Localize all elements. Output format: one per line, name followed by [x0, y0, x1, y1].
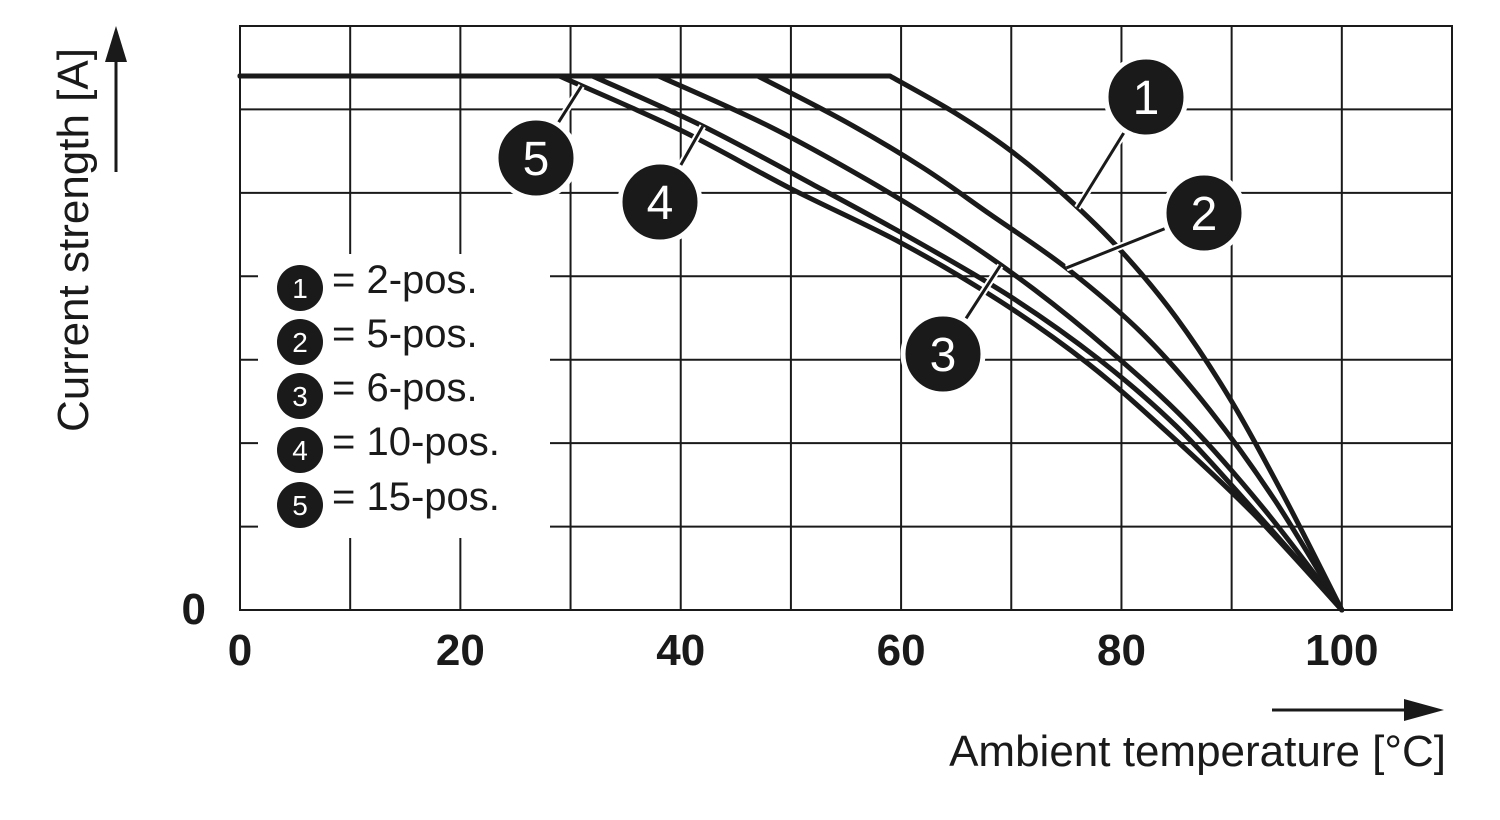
legend-marker [277, 265, 323, 311]
chart-callouts: 1 2 3 4 5 [493, 54, 1247, 397]
legend-marker-number: 3 [292, 381, 308, 412]
x-tick-label: 20 [436, 626, 485, 675]
callout-badge [1103, 54, 1189, 140]
plot-frame [239, 25, 1453, 611]
callout-badge-number: 1 [1133, 72, 1160, 125]
x-axis-arrow-head [1404, 699, 1444, 721]
series-line-4 [237, 73, 1345, 613]
legend-marker-number: 5 [292, 490, 308, 521]
x-tick-label: 0 [228, 626, 252, 675]
callout-badge [1161, 170, 1247, 256]
legend-marker [277, 373, 323, 419]
x-tick-label: 80 [1097, 626, 1146, 675]
legend-marker-number: 1 [292, 273, 308, 304]
x-tick-label: 100 [1305, 626, 1378, 675]
legend-marker-number: 2 [292, 327, 308, 358]
y-axis-title-group: Current strength [A] [49, 26, 127, 432]
legend-label: = 2-pos. [332, 258, 478, 302]
callout-1: 1 [1074, 54, 1189, 210]
series-line-3 [237, 73, 1345, 613]
legend-item-2: 2 = 5-pos. [277, 312, 478, 365]
legend-marker [277, 319, 323, 365]
callout-2: 2 [1065, 170, 1247, 272]
legend-label: = 10-pos. [332, 420, 500, 464]
callout-badge-number: 4 [647, 177, 674, 230]
x-tick-label: 40 [656, 626, 705, 675]
legend-marker-number: 4 [292, 435, 308, 466]
series-line-1 [237, 73, 1345, 613]
y-axis-arrow-head [105, 26, 127, 62]
callout-3: 3 [900, 263, 1004, 397]
legend-label: = 6-pos. [332, 366, 478, 410]
x-axis-title-group: Ambient temperature [°C] [949, 699, 1446, 776]
callout-5: 5 [493, 84, 585, 201]
callout-badge [900, 311, 986, 397]
chart-tick-labels: 0 20 40 60 80 100 0 [182, 585, 1379, 675]
chart-curves [237, 73, 1345, 613]
x-tick-label: 60 [877, 626, 926, 675]
legend-marker [277, 482, 323, 528]
legend-item-4: 4 = 10-pos. [277, 420, 500, 473]
callout-badge [617, 159, 703, 245]
legend-label: = 15-pos. [332, 475, 500, 519]
callout-badge-number: 5 [523, 133, 550, 186]
x-axis-title: Ambient temperature [°C] [949, 727, 1446, 776]
legend-marker [277, 427, 323, 473]
legend-item-3: 3 = 6-pos. [277, 366, 478, 419]
chart-legend: 1 = 2-pos. 2 = 5-pos. 3 = 6-pos. 4 = 10-pos. 5 = … [258, 254, 550, 538]
callout-badge-number: 2 [1191, 188, 1218, 241]
series-line-5 [237, 73, 1345, 613]
series-line-2 [237, 73, 1345, 613]
y-tick-label: 0 [182, 585, 206, 634]
legend-label: = 5-pos. [332, 312, 478, 356]
legend-item-1: 1 = 2-pos. [277, 258, 478, 311]
callout-4: 4 [617, 124, 706, 245]
legend-item-5: 5 = 15-pos. [277, 475, 500, 528]
y-axis-title: Current strength [A] [49, 48, 98, 432]
callout-badge [493, 115, 579, 201]
callout-badge-number: 3 [930, 329, 957, 382]
